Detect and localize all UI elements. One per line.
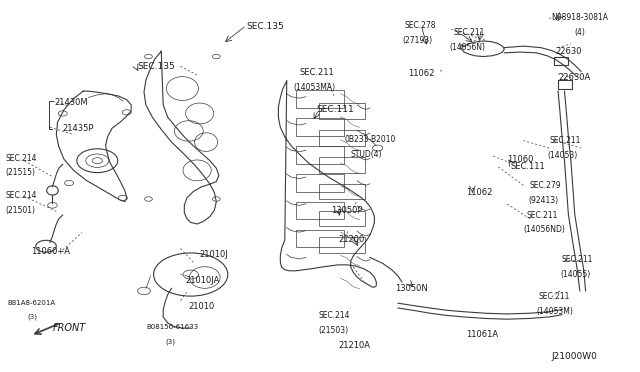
Bar <box>319 237 365 253</box>
Text: (21515): (21515) <box>5 169 35 177</box>
Text: 11062: 11062 <box>408 69 435 78</box>
Text: B81A8-6201A: B81A8-6201A <box>8 300 56 306</box>
Text: SEC.214: SEC.214 <box>319 311 350 320</box>
Text: SEC.211: SEC.211 <box>562 255 593 264</box>
Bar <box>558 80 572 89</box>
Text: (14053MA): (14053MA) <box>293 83 335 92</box>
Text: (14056N): (14056N) <box>449 43 485 52</box>
Text: FRONT: FRONT <box>52 323 86 333</box>
Bar <box>319 157 365 173</box>
Text: (14053): (14053) <box>547 151 577 160</box>
Text: SEC.135: SEC.135 <box>246 22 284 31</box>
Text: 21200: 21200 <box>338 235 364 244</box>
Text: (14056ND): (14056ND) <box>524 225 565 234</box>
Text: J21000W0: J21000W0 <box>552 352 598 361</box>
Text: SEC.111: SEC.111 <box>511 162 545 171</box>
Text: SEC.211: SEC.211 <box>526 211 557 219</box>
Text: (3): (3) <box>165 338 175 345</box>
Bar <box>296 202 344 219</box>
Text: SEC.211: SEC.211 <box>300 68 334 77</box>
Text: STUD(4): STUD(4) <box>351 150 382 159</box>
Text: (92413): (92413) <box>529 196 559 205</box>
Text: (21503): (21503) <box>319 326 349 335</box>
Text: (27193): (27193) <box>402 36 432 45</box>
Text: 11060+A: 11060+A <box>31 247 70 256</box>
Bar <box>319 211 365 226</box>
Text: 11061A: 11061A <box>466 330 498 339</box>
Bar <box>296 118 344 136</box>
Text: (14055): (14055) <box>560 270 590 279</box>
Text: SEC.278: SEC.278 <box>404 21 436 30</box>
Text: SEC.214: SEC.214 <box>5 191 36 200</box>
Bar <box>319 130 365 146</box>
Text: (21501): (21501) <box>5 206 35 215</box>
Text: 11060: 11060 <box>507 155 533 164</box>
Bar <box>296 90 344 108</box>
Text: SEC.211: SEC.211 <box>549 136 580 145</box>
Text: 21430M: 21430M <box>54 98 88 107</box>
Text: SEC.214: SEC.214 <box>5 154 36 163</box>
Text: (3): (3) <box>27 314 37 320</box>
Text: (4): (4) <box>575 28 586 37</box>
Bar <box>319 184 365 199</box>
Bar <box>319 103 365 119</box>
Text: SEC.211: SEC.211 <box>539 292 570 301</box>
Text: SEC.111: SEC.111 <box>317 105 355 114</box>
Text: 22630A: 22630A <box>558 73 590 82</box>
Text: N08918-3081A: N08918-3081A <box>552 13 609 22</box>
Text: SEC.135: SEC.135 <box>138 62 175 71</box>
Text: SEC.279: SEC.279 <box>530 181 561 190</box>
Bar <box>296 174 344 192</box>
Text: 11062: 11062 <box>466 188 492 197</box>
Text: 13050P: 13050P <box>332 206 363 215</box>
Text: 22630: 22630 <box>556 47 582 56</box>
Text: 21010JA: 21010JA <box>186 276 220 285</box>
Text: 0B233-B2010: 0B233-B2010 <box>344 135 396 144</box>
Text: 21210A: 21210A <box>338 341 370 350</box>
Text: B08156-61633: B08156-61633 <box>146 324 198 330</box>
Text: (14053M): (14053M) <box>536 307 573 316</box>
Text: SEC.211: SEC.211 <box>453 28 484 37</box>
Text: 21010: 21010 <box>189 302 215 311</box>
Text: 21435P: 21435P <box>63 124 94 133</box>
Bar <box>296 146 344 164</box>
Bar <box>296 230 344 247</box>
Text: 21010J: 21010J <box>200 250 228 259</box>
Bar <box>554 57 568 65</box>
Text: 13050N: 13050N <box>396 284 428 293</box>
